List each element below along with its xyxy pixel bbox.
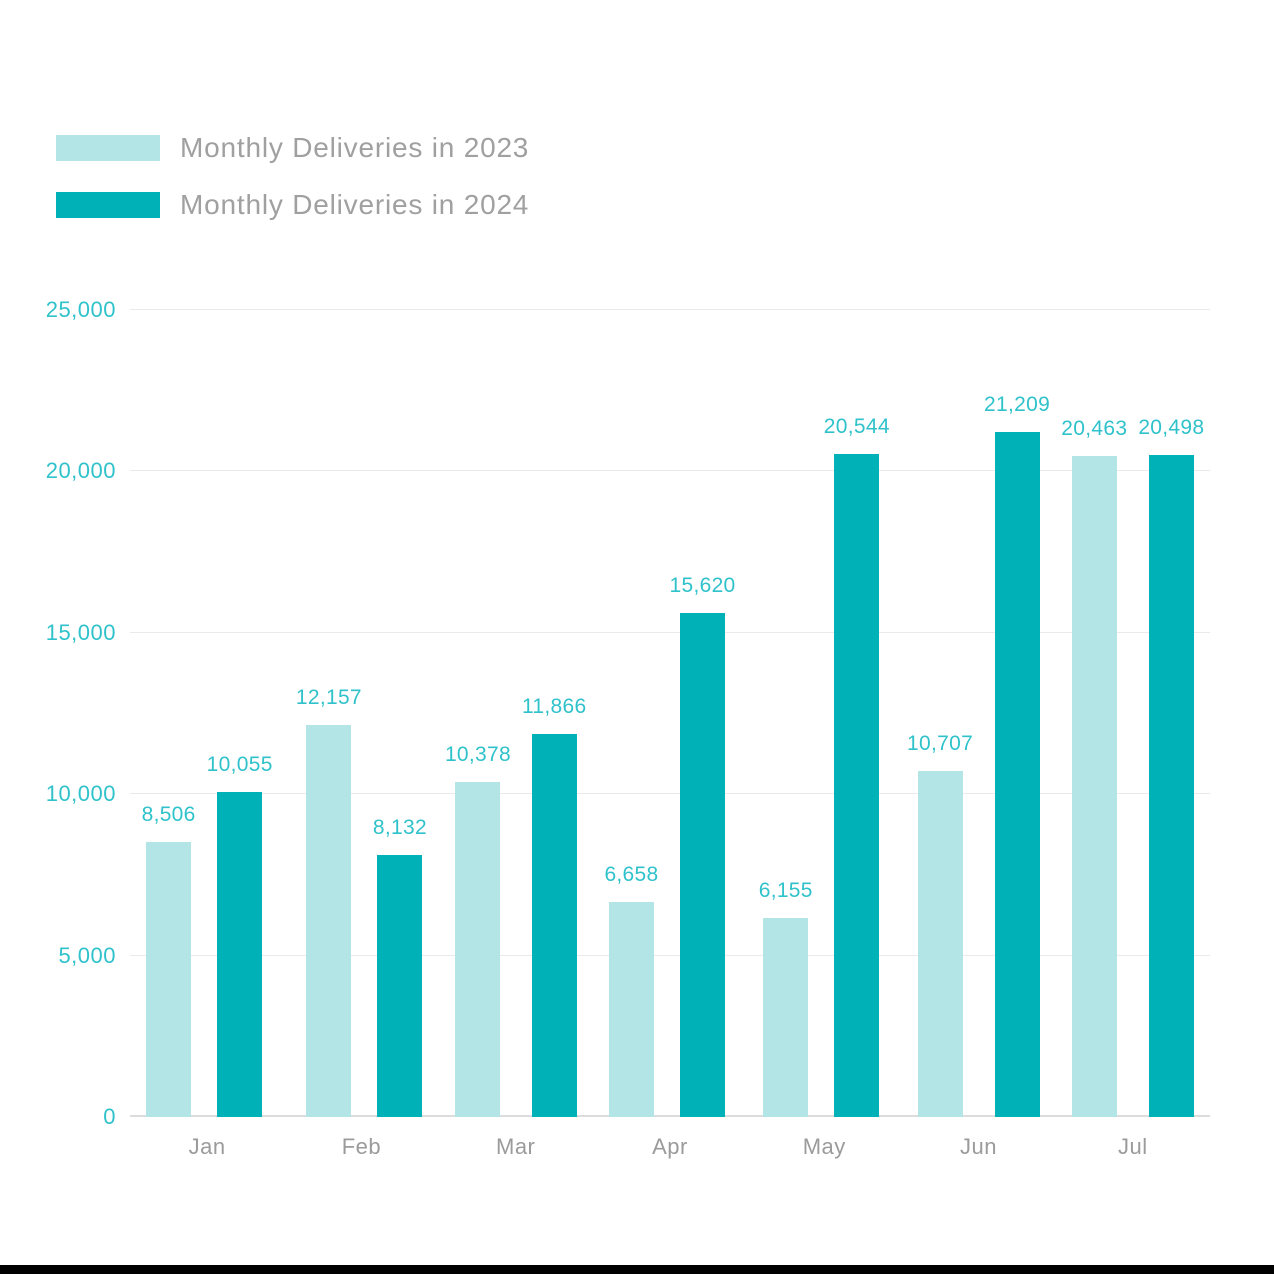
bar-column: 6,155 (759, 879, 813, 1117)
y-tick-label-0: 0 (103, 1104, 116, 1129)
bar-column: 8,506 (142, 803, 196, 1117)
gridline-25000 (130, 309, 1210, 310)
bar-column: 10,707 (907, 732, 973, 1117)
y-tick-label-5000: 5,000 (58, 942, 116, 968)
value-label: 12,157 (295, 685, 362, 709)
bar-group-mar: 10,378 11,866 Mar (439, 310, 593, 1159)
value-label: 20,498 (1138, 416, 1205, 440)
value-label: 20,544 (823, 414, 890, 438)
legend-item-2024: Monthly Deliveries in 2024 (56, 189, 530, 220)
x-axis-label-jun: Jun (960, 1134, 998, 1159)
y-tick-label-15000: 15,000 (45, 619, 116, 645)
bar-column: 21,209 (984, 393, 1050, 1117)
legend-swatch-2024 (56, 192, 160, 218)
bar-group-jul: 20,463 20,498 Jul (1056, 310, 1210, 1159)
bar-pair-may: 6,155 20,544 (759, 415, 890, 1117)
bar-column: 6,658 (604, 863, 658, 1117)
bar-pair-jan: 8,506 10,055 (142, 753, 273, 1117)
value-label: 10,055 (206, 753, 273, 777)
bar-feb-2023 (306, 724, 352, 1117)
bar-group-feb: 12,157 8,132 Feb (284, 310, 438, 1159)
legend-swatch-2023 (56, 135, 160, 161)
bar-mar-2023 (455, 782, 501, 1117)
x-axis-label-jan: Jan (188, 1134, 226, 1159)
bar-group-apr: 6,658 15,620 Apr (593, 310, 747, 1159)
bar-groups: 8,506 10,055 Jan 12,157 8,132 Feb 10,378 11,866… (130, 310, 1210, 1159)
x-axis-label-may: May (802, 1134, 846, 1159)
value-label: 6,155 (758, 879, 813, 903)
value-label: 11,866 (521, 694, 587, 718)
y-tick-label-10000: 10,000 (45, 781, 116, 807)
bar-column: 11,866 (522, 695, 586, 1117)
bar-column: 15,620 (670, 574, 736, 1117)
bar-column: 10,055 (207, 753, 273, 1117)
bar-jul-2024 (1148, 455, 1194, 1117)
value-label: 8,132 (372, 815, 427, 839)
gridline-5000 (130, 954, 1210, 956)
gridline-15000 (130, 631, 1210, 633)
legend-label-2024: Monthly Deliveries in 2024 (180, 189, 530, 220)
legend: Monthly Deliveries in 2023 Monthly Deliv… (56, 132, 530, 220)
bar-mar-2024 (531, 733, 577, 1117)
bar-may-2024 (834, 453, 880, 1117)
bar-jun-2023 (917, 771, 963, 1117)
x-axis-label-feb: Feb (341, 1134, 382, 1159)
gridline-20000 (130, 470, 1210, 472)
bar-pair-apr: 6,658 15,620 (604, 574, 735, 1117)
bar-column: 10,378 (445, 743, 511, 1117)
bar-column: 20,463 (1061, 417, 1127, 1117)
bar-column: 12,157 (296, 686, 362, 1117)
value-label: 10,378 (444, 743, 511, 766)
bar-pair-jun: 10,707 21,209 (907, 393, 1050, 1117)
bar-pair-mar: 10,378 11,866 (445, 695, 587, 1117)
bar-group-may: 6,155 20,544 May (747, 310, 901, 1159)
bar-group-jun: 10,707 21,209 Jun (901, 310, 1055, 1159)
legend-item-2023: Monthly Deliveries in 2023 (56, 132, 530, 163)
plot-area: 0 5,000 10,000 15,000 20,000 25,000 8,506 10,05… (46, 297, 1210, 1159)
y-tick-label-20000: 20,000 (45, 458, 116, 484)
bar-jan-2024 (217, 792, 263, 1117)
x-axis-label-mar: Mar (496, 1134, 536, 1159)
bar-jul-2023 (1071, 456, 1117, 1117)
value-label: 20,463 (1061, 417, 1128, 441)
bar-may-2023 (763, 918, 809, 1117)
bar-column: 20,544 (824, 415, 890, 1117)
bar-group-jan: 8,506 10,055 Jan (130, 310, 284, 1159)
bar-feb-2024 (377, 854, 423, 1117)
x-axis-label-jul: Jul (1118, 1134, 1148, 1159)
value-label: 15,620 (669, 573, 736, 597)
y-tick-label-25000: 25,000 (45, 297, 116, 322)
gridline-0 (130, 1115, 1210, 1117)
bar-jun-2024 (994, 432, 1040, 1117)
bar-apr-2023 (608, 902, 654, 1117)
value-label: 21,209 (984, 393, 1051, 417)
bar-jan-2023 (146, 842, 192, 1117)
gridline-10000 (130, 793, 1210, 795)
bar-column: 20,498 (1138, 416, 1204, 1117)
bar-pair-jul: 20,463 20,498 (1061, 416, 1204, 1117)
value-label: 10,707 (907, 732, 974, 756)
value-label: 8,506 (141, 803, 196, 827)
bar-column: 8,132 (372, 815, 427, 1117)
x-axis-label-apr: Apr (652, 1134, 688, 1159)
bar-pair-feb: 12,157 8,132 (296, 686, 427, 1117)
bar-apr-2024 (680, 612, 726, 1117)
bottom-black-strip (0, 1265, 1274, 1274)
legend-label-2023: Monthly Deliveries in 2023 (180, 132, 530, 163)
value-label: 6,658 (604, 863, 659, 887)
